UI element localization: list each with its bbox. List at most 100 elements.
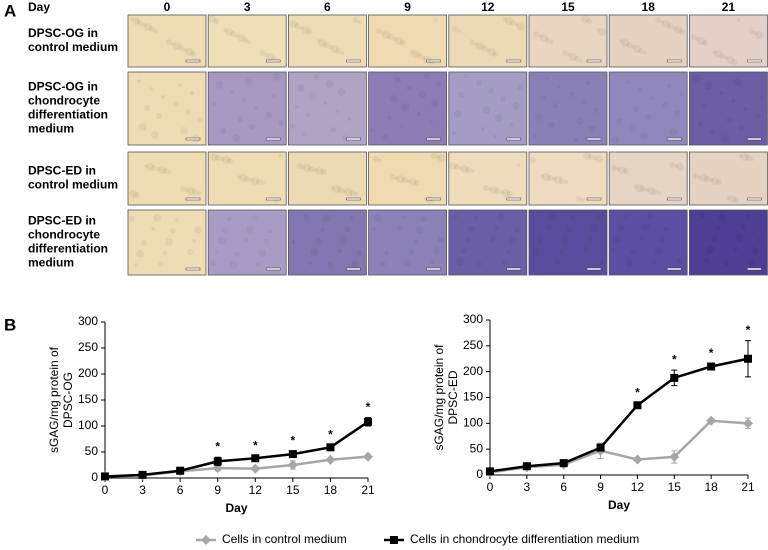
scale-bar <box>185 197 201 201</box>
marker <box>101 472 109 481</box>
texture <box>313 168 318 172</box>
texture <box>372 156 379 162</box>
micrograph <box>287 151 367 206</box>
texture <box>251 177 260 185</box>
y-axis-title: sGAG/mg protein of <box>432 344 446 451</box>
texture <box>535 113 543 121</box>
micrograph <box>608 151 688 206</box>
texture <box>185 48 193 56</box>
texture <box>465 167 472 173</box>
texture <box>374 214 383 222</box>
texture <box>384 251 389 255</box>
row-label: control medium <box>28 178 118 192</box>
texture <box>760 95 765 99</box>
texture <box>667 84 672 88</box>
texture <box>168 170 172 174</box>
texture <box>659 237 666 243</box>
texture <box>335 109 340 113</box>
texture <box>261 181 266 185</box>
texture <box>704 82 713 90</box>
texture <box>394 77 401 83</box>
texture <box>244 176 251 182</box>
y-tick-label: 300 <box>78 314 98 328</box>
scale-bar <box>747 197 762 201</box>
texture <box>380 31 385 35</box>
texture <box>633 185 638 189</box>
texture <box>433 18 438 22</box>
texture <box>545 37 551 43</box>
texture <box>344 188 353 196</box>
texture <box>468 39 475 45</box>
y-axis-title: DPSC-OG <box>61 372 75 428</box>
texture <box>533 134 537 138</box>
texture <box>485 48 490 52</box>
texture <box>704 176 711 182</box>
texture <box>583 247 589 253</box>
marker <box>632 454 643 465</box>
texture <box>588 154 594 160</box>
texture <box>709 129 716 135</box>
texture <box>755 113 762 119</box>
legend-label: Cells in chondrocyte differentiation med… <box>410 532 639 546</box>
y-tick-label: 0 <box>91 470 98 484</box>
texture <box>220 128 227 134</box>
texture <box>595 155 603 163</box>
texture <box>320 169 327 175</box>
texture <box>590 224 598 232</box>
texture <box>246 225 255 233</box>
y-tick-label: 50 <box>470 441 484 455</box>
x-tick-label: 15 <box>286 483 300 497</box>
texture <box>475 80 482 86</box>
texture <box>669 162 676 168</box>
scale-bar <box>426 197 441 201</box>
scale-bar <box>747 267 762 271</box>
texture <box>210 260 217 266</box>
x-tick-label: 3 <box>139 483 146 497</box>
marker <box>522 462 531 471</box>
texture <box>394 176 399 180</box>
texture <box>718 213 727 221</box>
scale-bar <box>346 59 361 63</box>
scale-bar <box>747 59 762 63</box>
texture <box>256 262 261 266</box>
texture <box>567 53 571 57</box>
texture <box>227 158 234 164</box>
texture <box>647 187 656 195</box>
texture <box>163 168 169 174</box>
x-tick-label: 6 <box>560 480 567 494</box>
scale-bar <box>185 137 201 141</box>
texture <box>616 118 623 124</box>
scale-bar <box>426 267 441 271</box>
texture <box>579 59 583 63</box>
texture <box>747 258 756 266</box>
texture <box>144 164 148 168</box>
texture <box>623 168 630 174</box>
texture <box>415 226 424 234</box>
texture <box>654 247 663 255</box>
texture <box>409 50 414 54</box>
texture <box>532 248 540 256</box>
marker <box>364 417 372 426</box>
y-tick-label: 200 <box>78 366 98 380</box>
texture <box>728 195 737 203</box>
texture <box>315 238 322 244</box>
texture <box>757 238 762 242</box>
micrograph <box>528 71 608 146</box>
texture <box>569 91 575 97</box>
texture <box>421 56 426 60</box>
texture <box>740 224 747 230</box>
texture <box>401 215 406 219</box>
texture <box>146 163 154 171</box>
texture <box>736 18 741 22</box>
texture <box>492 135 497 139</box>
x-tick-label: 0 <box>102 483 109 497</box>
texture <box>289 123 296 129</box>
texture <box>313 74 320 80</box>
texture <box>129 190 137 198</box>
texture <box>210 153 219 161</box>
scale-bar <box>426 59 441 63</box>
texture <box>151 165 157 171</box>
x-tick-label: 9 <box>214 483 221 497</box>
day-label: 0 <box>164 0 171 14</box>
